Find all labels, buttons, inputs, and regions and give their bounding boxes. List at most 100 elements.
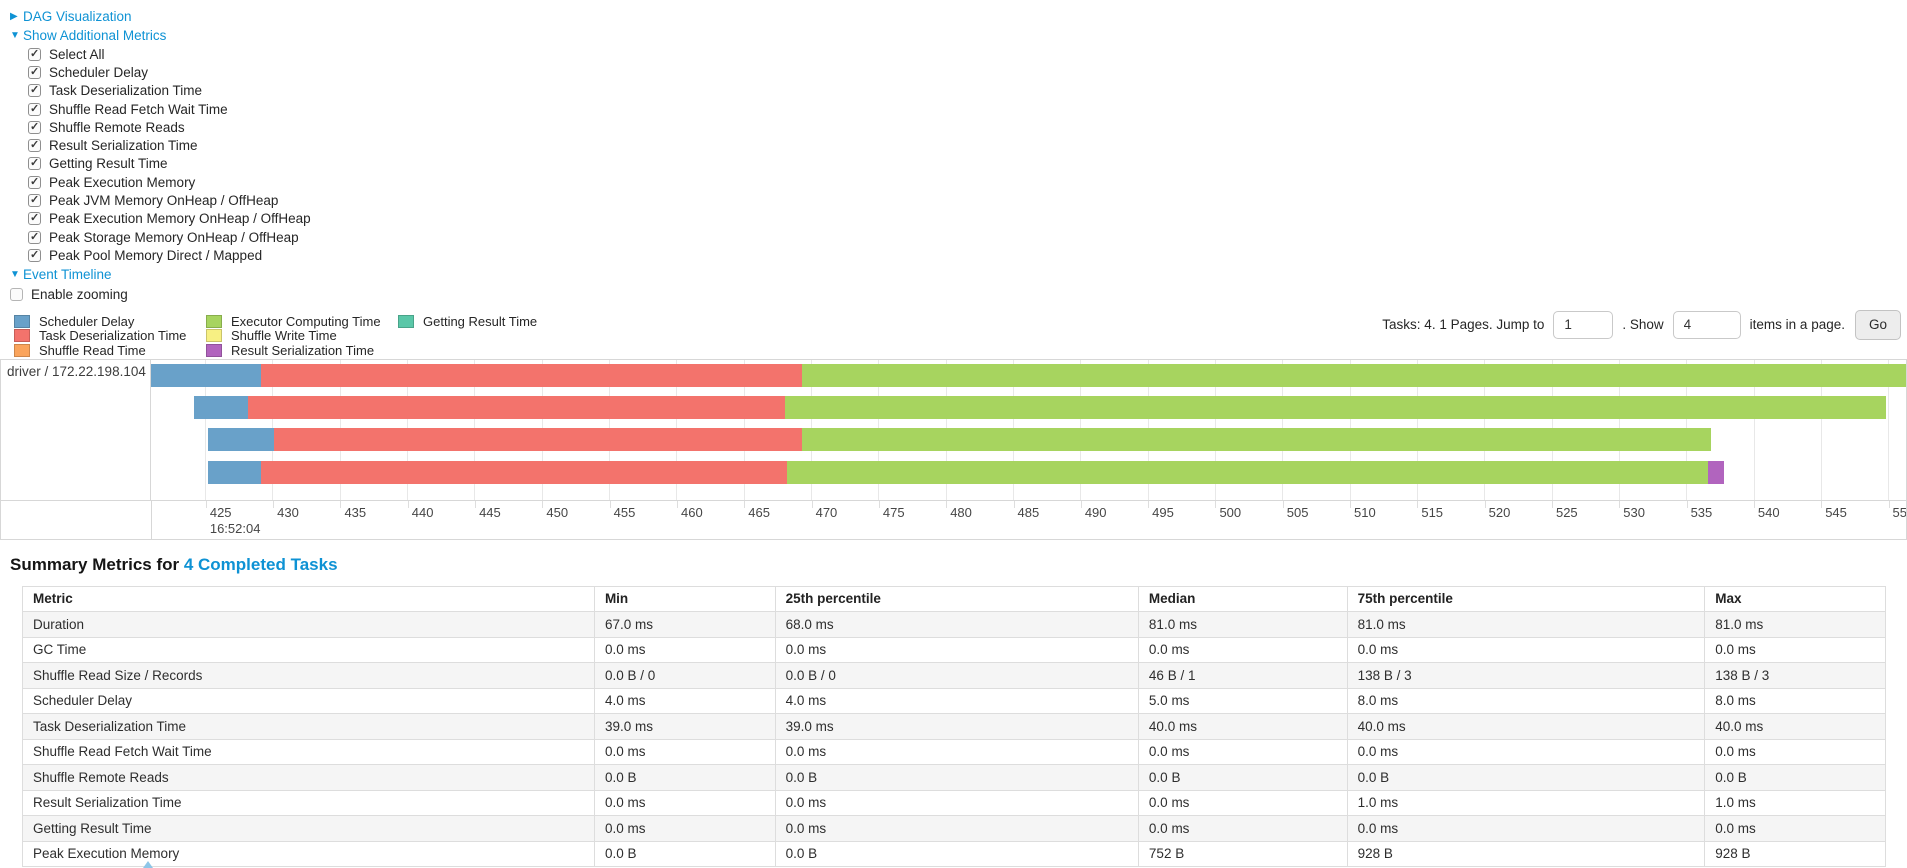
metric-value-cell: 0.0 B	[1346, 764, 1706, 791]
task-deserialization-swatch-icon	[14, 329, 30, 343]
legend-item: Getting Result Time	[398, 314, 537, 329]
metric-checkbox[interactable]	[28, 102, 41, 116]
task-bar-task-deserialization-segment[interactable]	[273, 428, 802, 452]
metric-checkbox[interactable]	[28, 120, 41, 134]
column-header: Min	[593, 585, 776, 613]
metric-checkbox-label: Peak JVM Memory OnHeap / OffHeap	[49, 193, 279, 209]
metric-checkbox[interactable]	[28, 156, 41, 171]
dag-visualization-toggle[interactable]: ▶ DAG Visualization	[10, 7, 1907, 26]
executor-computing-swatch-icon	[206, 314, 222, 328]
metric-value-cell: 8.0 ms	[1704, 687, 1886, 715]
metric-checkbox-label: Shuffle Read Fetch Wait Time	[49, 101, 228, 117]
metric-value-cell: 0.0 ms	[1346, 636, 1706, 664]
metric-value-cell: 0.0 ms	[1704, 738, 1886, 766]
items-per-page-input[interactable]	[1672, 310, 1741, 339]
metric-checkbox-row: Select All	[28, 45, 1907, 63]
task-bar-task-deserialization-segment[interactable]	[247, 396, 786, 420]
axis-tick-label: 520	[1488, 504, 1511, 520]
axis-tick-mark	[1215, 500, 1217, 508]
axis-tick-label: 485	[1017, 504, 1040, 520]
metric-value-cell: 0.0 ms	[1346, 738, 1706, 766]
metric-value-cell: 0.0 ms	[1137, 636, 1348, 664]
task-bar-executor-computing-segment[interactable]	[786, 460, 1708, 484]
enable-zooming-checkbox[interactable]	[10, 288, 23, 302]
event-timeline-toggle[interactable]: ▼ Event Timeline	[10, 265, 1907, 284]
axis-tick-label: 475	[882, 504, 905, 520]
metric-name-cell: GC Time	[22, 636, 595, 664]
metric-value-cell: 39.0 ms	[774, 713, 1139, 740]
metric-value-cell: 40.0 ms	[1346, 713, 1706, 740]
task-bar-result-serialization-segment[interactable]	[1708, 460, 1725, 484]
task-bar-scheduler-delay-segment[interactable]	[151, 363, 262, 387]
metric-checkbox[interactable]	[28, 211, 41, 226]
metric-checkbox[interactable]	[28, 230, 41, 244]
legend-label: Executor Computing Time	[231, 313, 381, 329]
table-row: Shuffle Read Size / Records 0.0 B / 0 0.0 …	[22, 662, 1886, 689]
metric-checkbox[interactable]	[28, 193, 41, 208]
metric-checkbox[interactable]	[28, 175, 41, 189]
metric-checkbox-row: Peak Pool Memory Direct / Mapped	[28, 246, 1907, 264]
table-row: Getting Result Time 0.0 ms 0.0 ms 0.0 ms 0.0…	[22, 815, 1886, 842]
axis-tick-mark	[1551, 500, 1553, 508]
metric-value-cell: 1.0 ms	[1346, 789, 1706, 817]
metric-checkbox[interactable]	[28, 65, 41, 79]
metric-value-cell: 138 B / 3	[1704, 662, 1886, 689]
legend-column: Scheduler Delay Task Deserialization Time…	[14, 314, 206, 358]
legend-item: Result Serialization Time	[206, 343, 398, 358]
axis-tick-mark	[1417, 500, 1419, 508]
axis-tick-mark	[1148, 500, 1150, 508]
timeline-body: driver / 172.22.198.104	[1, 359, 1906, 500]
task-bar-task-deserialization-segment[interactable]	[261, 460, 787, 484]
column-header: Median	[1137, 585, 1348, 613]
table-row: Task Deserialization Time 39.0 ms 39.0 ms 4…	[22, 713, 1886, 740]
task-bar-scheduler-delay-segment[interactable]	[207, 460, 262, 484]
jump-to-page-input[interactable]	[1553, 310, 1614, 339]
metric-checkbox[interactable]	[28, 138, 41, 153]
task-bar-executor-computing-segment[interactable]	[785, 396, 1886, 420]
metric-value-cell: 0.0 ms	[593, 815, 776, 842]
metric-value-cell: 0.0 ms	[774, 738, 1139, 766]
task-bar-executor-computing-segment[interactable]	[801, 363, 1906, 387]
metric-value-cell: 928 B	[1346, 840, 1706, 868]
metric-checkbox-row: Task Deserialization Time	[28, 82, 1907, 100]
timeline-gridline	[1753, 359, 1755, 500]
completed-tasks-link[interactable]: 4 Completed Tasks	[183, 554, 338, 574]
axis-tick-mark	[946, 500, 948, 508]
metric-value-cell: 81.0 ms	[1137, 611, 1348, 638]
show-additional-metrics-toggle[interactable]: ▼ Show Additional Metrics	[10, 26, 1907, 45]
timeline-gridline	[204, 359, 206, 500]
table-row: Result Serialization Time 0.0 ms 0.0 ms 0.0…	[22, 789, 1886, 817]
enable-zooming-row: Enable zooming	[10, 286, 1907, 304]
column-header: 25th percentile	[774, 585, 1139, 613]
metric-value-cell: 0.0 ms	[1346, 815, 1706, 842]
column-header: 75th percentile	[1346, 585, 1706, 613]
task-bar-scheduler-delay-segment[interactable]	[194, 396, 248, 420]
metric-checkbox-row: Peak Storage Memory OnHeap / OffHeap	[28, 228, 1907, 246]
stage-controls: ▶ DAG Visualization ▼ Show Additional Me…	[0, 0, 1907, 304]
axis-tick-mark	[1888, 500, 1890, 508]
go-button[interactable]: Go	[1854, 309, 1901, 340]
axis-tick-label: 445	[479, 504, 501, 520]
table-row: Shuffle Remote Reads 0.0 B 0.0 B 0.0 B 0.0 B…	[22, 764, 1886, 791]
metric-name-cell: Result Serialization Time	[22, 789, 595, 817]
metric-checkbox[interactable]	[28, 47, 41, 61]
metric-checkbox-label: Peak Execution Memory	[49, 174, 196, 190]
table-row: Shuffle Read Fetch Wait Time 0.0 ms 0.0 ms…	[22, 738, 1886, 766]
axis-tick-mark	[1753, 500, 1755, 508]
task-bar-executor-computing-segment[interactable]	[801, 428, 1711, 452]
metric-checkbox[interactable]	[28, 248, 41, 262]
axis-tick-label: 455	[613, 504, 636, 520]
metric-checkbox[interactable]	[28, 83, 41, 98]
task-bar-task-deserialization-segment[interactable]	[261, 363, 802, 387]
metric-name-cell: Shuffle Read Fetch Wait Time	[22, 738, 595, 766]
task-bar-scheduler-delay-segment[interactable]	[207, 428, 274, 452]
timeline-axis: 425 430 435 440 445 450 455 460 465 470 475 480 485 4…	[1, 499, 1906, 539]
metric-checkbox-label: Peak Storage Memory OnHeap / OffHeap	[49, 229, 299, 245]
legend-label: Shuffle Read Time	[39, 342, 146, 358]
header-row: Metric Min 25th percentile Median 75th perce…	[22, 585, 1886, 613]
axis-tick-mark	[1350, 500, 1352, 508]
result-serialization-swatch-icon	[206, 343, 222, 357]
metric-checkbox-label: Peak Pool Memory Direct / Mapped	[49, 247, 263, 263]
table-header: Metric Min 25th percentile Median 75th perce…	[22, 585, 1886, 613]
metric-value-cell: 0.0 ms	[593, 738, 776, 766]
